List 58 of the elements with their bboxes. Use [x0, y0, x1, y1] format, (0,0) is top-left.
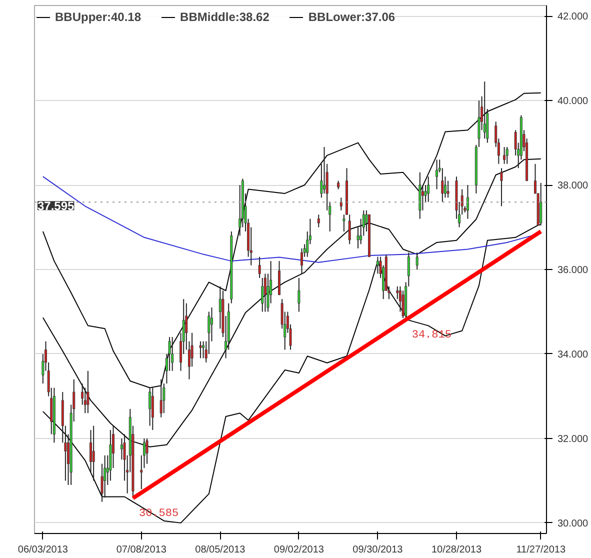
candlestick — [540, 182, 542, 226]
candlestick — [300, 248, 303, 274]
candlestick — [500, 168, 503, 207]
x-tick-label: 09/30/2013 — [352, 544, 404, 556]
candlestick — [298, 277, 300, 312]
y-tick-label: 34.000 — [558, 349, 589, 360]
candlestick — [503, 146, 506, 164]
candlestick — [199, 340, 202, 359]
candlestick — [261, 277, 264, 312]
candlestick — [402, 290, 404, 319]
annotation: 34.815 — [412, 330, 452, 342]
candlestick — [416, 252, 418, 270]
legend-label: BBLower:37.06 — [308, 10, 396, 24]
candlestick — [258, 256, 261, 278]
y-tick-label: 42.000 — [558, 12, 589, 23]
x-tick-label: 07/08/2013 — [116, 544, 167, 556]
candlestick — [317, 214, 320, 228]
y-tick-label: 30.000 — [558, 518, 589, 530]
candlestick — [506, 146, 508, 164]
candlestick — [171, 336, 174, 372]
line-series — [42, 224, 542, 524]
candlestick — [202, 340, 205, 359]
candlestick — [264, 273, 266, 312]
candlestick — [466, 184, 469, 220]
x-tick-label: 06/03/2013 — [18, 544, 68, 556]
candlestick — [160, 378, 162, 418]
candlestick — [146, 438, 148, 464]
candlestick — [427, 176, 430, 202]
candlestick — [218, 286, 222, 330]
x-tick-label: 08/05/2013 — [195, 544, 246, 556]
candlestick — [84, 387, 86, 414]
candlestick — [356, 226, 360, 249]
ref-line-label: 37.595 — [38, 199, 75, 214]
candlestick — [376, 256, 379, 274]
y-tick-label: 36.000 — [558, 265, 589, 276]
candlestick — [148, 387, 152, 426]
candlestick — [86, 370, 90, 414]
candlestick — [162, 383, 166, 414]
candlestick — [446, 180, 450, 198]
y-tick-label: 38.000 — [558, 180, 589, 192]
candlestick — [64, 425, 67, 482]
candlestick — [483, 81, 486, 140]
legend-label: BBUpper:40.18 — [55, 10, 142, 24]
candlestick — [151, 387, 154, 431]
candlestick — [92, 425, 95, 482]
candlestick — [436, 159, 438, 190]
y-tick-label: 40.000 — [558, 96, 589, 108]
candlestick — [340, 197, 342, 211]
candlestick — [104, 454, 106, 498]
candlestick — [441, 168, 444, 202]
x-tick-label: 11/27/2013 — [516, 544, 566, 556]
y-tick-label: 32.000 — [558, 434, 589, 445]
candlestick — [421, 184, 424, 211]
x-tick-label: 09/02/2013 — [274, 544, 324, 556]
legend-label: BBMiddle:38.62 — [180, 10, 270, 24]
candlestick — [208, 311, 210, 354]
candlestick — [120, 438, 123, 460]
x-tick-label: 10/28/2013 — [431, 544, 482, 556]
